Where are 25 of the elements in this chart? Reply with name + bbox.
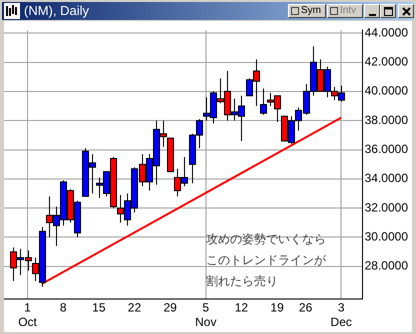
y-tick-label: 30.0000 xyxy=(364,230,408,244)
x-tick-label: 22 xyxy=(128,300,142,315)
x-tick-label: 5 Nov xyxy=(195,300,216,330)
y-tick-label: 28.0000 xyxy=(364,258,408,273)
x-tick-label: 3 Dec xyxy=(330,300,352,330)
text: Sym xyxy=(301,5,321,16)
chart-title: (NM), Daily xyxy=(24,3,89,19)
annotation: このトレンドラインが xyxy=(206,252,326,269)
x-tick-label: 19 xyxy=(270,300,284,315)
y-tick-label: 32.0000 xyxy=(364,200,408,214)
x-tick-label: 29 xyxy=(163,300,178,315)
x-tick-label: 1 Oct xyxy=(18,300,38,330)
y-tick-label: 44.0000 xyxy=(364,25,408,40)
x-tick-label: 8 xyxy=(60,300,67,315)
y-tick-label: 42.0000 xyxy=(364,54,408,69)
annotation: 攻めの姿勢でいくなら xyxy=(206,231,326,248)
y-tick-label: 40.0000 xyxy=(364,84,408,98)
annotation: 割れたら売り xyxy=(206,273,279,290)
text: Intv xyxy=(340,5,356,16)
y-tick-label: 38.0000 xyxy=(364,112,408,127)
x-tick-label: 15 xyxy=(92,300,106,315)
y-tick-label: 34.0000 xyxy=(364,171,408,186)
x-tick-label: 26 xyxy=(298,300,313,315)
y-tick-label: 36.0000 xyxy=(364,142,408,156)
x-tick-label: 12 xyxy=(234,300,248,315)
